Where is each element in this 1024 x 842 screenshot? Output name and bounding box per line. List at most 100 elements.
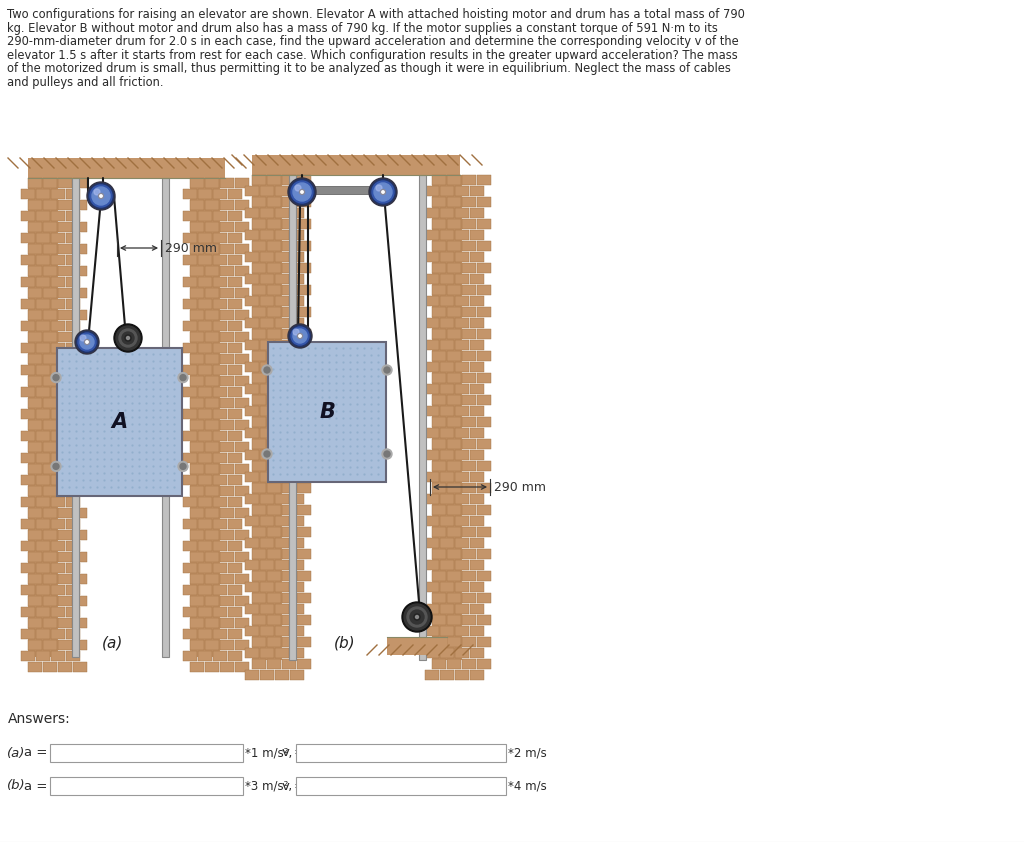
Bar [297,395,311,405]
Bar [213,629,227,639]
Bar [267,351,281,361]
Bar [22,453,35,463]
Bar [58,288,72,298]
Bar [220,398,234,408]
Bar [73,662,87,672]
Bar [425,494,439,504]
Bar [447,351,461,361]
Bar [260,494,274,504]
Bar [213,541,227,551]
Bar [51,387,65,397]
Bar [440,428,454,438]
Bar [28,354,42,364]
Bar [183,431,197,441]
Bar [228,211,242,221]
Bar [275,362,289,372]
Bar [297,241,311,251]
Bar [73,244,87,254]
Bar [73,200,87,210]
Bar [432,615,446,625]
Bar [213,299,227,309]
Bar [190,486,204,496]
Bar [220,508,234,518]
Bar [387,637,447,655]
Bar [66,211,80,221]
Bar [51,211,65,221]
Bar [282,263,296,273]
Circle shape [301,191,303,193]
Bar [205,178,219,188]
Bar [455,472,469,482]
Bar [432,659,446,669]
Bar [43,420,57,430]
Circle shape [382,365,392,375]
Bar [190,332,204,342]
Bar [290,230,304,240]
Bar [297,197,311,207]
Bar [470,648,484,658]
Bar [275,296,289,306]
Bar [447,505,461,515]
Bar [73,310,87,320]
Bar [432,439,446,449]
Bar [205,442,219,452]
Circle shape [416,616,419,619]
Bar [58,486,72,496]
Bar [267,241,281,251]
Circle shape [264,367,270,373]
Bar [447,461,461,471]
Bar [267,373,281,383]
Bar [470,230,484,240]
Bar [470,318,484,328]
Circle shape [299,335,301,337]
Text: (a): (a) [7,747,26,759]
Bar [22,189,35,199]
Bar [290,318,304,328]
Bar [455,296,469,306]
Bar [28,222,42,232]
Bar [66,497,80,507]
Bar [73,266,87,276]
Bar [43,442,57,452]
Bar [51,343,65,353]
Bar [28,486,42,496]
Bar [447,527,461,537]
Bar [425,186,439,196]
Bar [213,651,227,661]
Bar [43,574,57,584]
Bar [190,288,204,298]
Bar [297,571,311,581]
Bar [228,453,242,463]
Bar [28,508,42,518]
Text: *2 m/s: *2 m/s [508,747,547,759]
Bar [275,252,289,262]
Bar [252,505,266,515]
Bar [58,574,72,584]
Bar [267,285,281,295]
Bar [36,453,50,463]
Bar [477,219,490,229]
Bar [22,651,35,661]
Bar [455,450,469,460]
Bar [220,464,234,474]
Bar [245,252,259,262]
Bar [290,362,304,372]
Bar [432,637,446,647]
Circle shape [122,332,134,344]
Bar [220,530,234,540]
Bar [455,560,469,570]
Bar [58,376,72,386]
Bar [282,307,296,317]
Bar [205,332,219,342]
Bar [28,178,58,657]
Bar [297,637,311,647]
Circle shape [116,326,140,350]
Bar [252,571,266,581]
Circle shape [288,324,312,348]
Circle shape [382,191,384,193]
Bar [234,662,249,672]
Bar [425,626,439,636]
Bar [297,329,311,339]
Bar [447,241,461,251]
Bar [198,519,212,529]
